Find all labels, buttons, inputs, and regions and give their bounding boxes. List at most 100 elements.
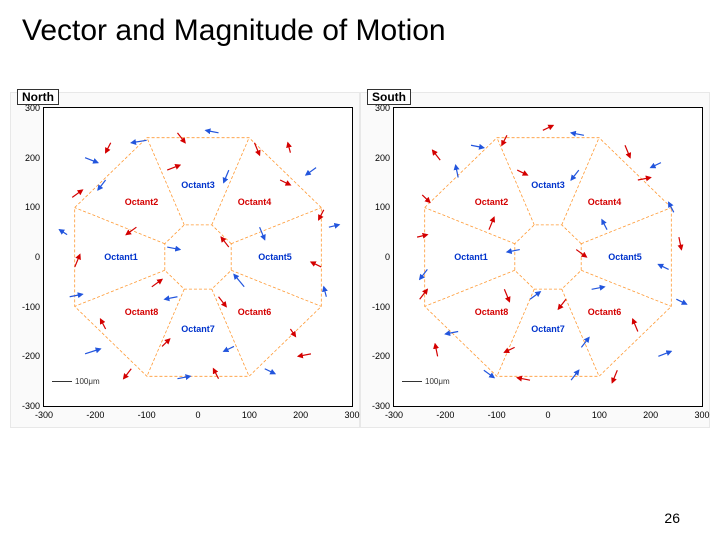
spoke [75, 208, 165, 244]
xtick: -100 [138, 410, 156, 420]
motion-vector [571, 370, 579, 380]
motion-vector [167, 165, 180, 170]
xtick: -300 [385, 410, 403, 420]
motion-vector [435, 344, 438, 356]
xtick: -200 [436, 410, 454, 420]
motion-vector [131, 140, 146, 142]
spoke [231, 270, 321, 306]
motion-vector [167, 247, 180, 249]
spoke [147, 289, 184, 376]
motion-vector [571, 133, 584, 135]
motion-vector [558, 299, 566, 309]
xtick: 100 [592, 410, 607, 420]
motion-vector [206, 130, 219, 132]
ytick: -100 [16, 302, 40, 312]
motion-vector [311, 262, 321, 267]
motion-vector [651, 163, 661, 168]
motion-vector [445, 332, 458, 334]
motion-vector [658, 351, 671, 356]
motion-vector [625, 145, 630, 157]
north-label: North [17, 89, 59, 105]
octant-label: Octant4 [588, 197, 622, 207]
ytick: 0 [366, 252, 390, 262]
motion-vector [224, 170, 229, 182]
motion-vector [85, 158, 98, 163]
ytick: 0 [16, 252, 40, 262]
motion-vector [329, 225, 339, 227]
motion-vector [517, 378, 530, 380]
octant-label: Octant8 [125, 307, 159, 317]
octant-label: Octant2 [475, 197, 509, 207]
motion-vector [224, 346, 234, 351]
motion-vector [324, 287, 327, 297]
octant-label: Octant1 [104, 252, 138, 262]
spoke [497, 138, 534, 225]
octant-label: Octant5 [258, 252, 292, 262]
motion-vector [70, 294, 83, 296]
octant-label: Octant7 [181, 324, 215, 334]
spoke [212, 138, 249, 225]
spoke [497, 289, 534, 376]
motion-vector [676, 299, 686, 304]
xtick: 200 [643, 410, 658, 420]
north-axes: -300-300-200-200-100-1000010010020020030… [43, 107, 353, 407]
ytick: -100 [366, 302, 390, 312]
motion-vector [592, 287, 605, 289]
motion-vector [612, 370, 617, 382]
octant-label: Octant2 [125, 197, 159, 207]
motion-vector [85, 349, 100, 354]
motion-vector [679, 237, 682, 249]
motion-vector [456, 165, 459, 177]
spoke [425, 208, 515, 244]
motion-vector [124, 369, 132, 379]
north-panel: North -300-300-200-200-100-1000010010020… [10, 92, 360, 428]
motion-vector [72, 190, 82, 197]
motion-vector [280, 180, 290, 185]
motion-vector [126, 227, 136, 234]
octant-label: Octant7 [531, 324, 565, 334]
inner-octagon [515, 225, 581, 289]
ytick: 100 [366, 202, 390, 212]
xtick: 300 [694, 410, 709, 420]
geometry-svg [394, 108, 702, 406]
xtick: 100 [242, 410, 257, 420]
xtick: -300 [35, 410, 53, 420]
spoke [562, 138, 599, 225]
motion-vector [75, 255, 80, 267]
motion-vector [219, 297, 227, 307]
motion-vector [106, 143, 111, 153]
motion-vector [633, 319, 638, 331]
motion-vector [471, 145, 484, 147]
motion-vector [265, 369, 275, 374]
motion-vector [504, 289, 509, 301]
xtick: 0 [195, 410, 200, 420]
motion-vector [571, 170, 579, 180]
spoke [231, 208, 321, 244]
motion-vector [420, 289, 428, 299]
motion-vector [306, 168, 316, 175]
motion-vector [213, 369, 218, 379]
motion-vector [422, 195, 430, 202]
page-number: 26 [664, 510, 680, 526]
motion-vector [177, 376, 190, 378]
motion-vector [417, 235, 427, 237]
motion-vector [433, 150, 441, 160]
motion-vector [658, 264, 668, 269]
ytick: 200 [366, 153, 390, 163]
motion-vector [254, 143, 259, 155]
scale-bar: 100μm [52, 377, 100, 386]
spoke [212, 289, 249, 376]
xtick: -200 [86, 410, 104, 420]
motion-vector [221, 237, 229, 247]
motion-vector [162, 339, 170, 346]
motion-vector [502, 135, 507, 145]
scale-bar: 100μm [402, 377, 450, 386]
inner-octagon [165, 225, 231, 289]
slide-title: Vector and Magnitude of Motion [0, 0, 720, 48]
plots-container: North -300-300-200-200-100-1000010010020… [10, 92, 710, 428]
motion-vector [165, 297, 178, 299]
spoke [147, 138, 184, 225]
motion-vector [507, 250, 520, 252]
south-axes: -300-300-200-200-100-1000010010020020030… [393, 107, 703, 407]
octant-label: Octant3 [181, 180, 215, 190]
